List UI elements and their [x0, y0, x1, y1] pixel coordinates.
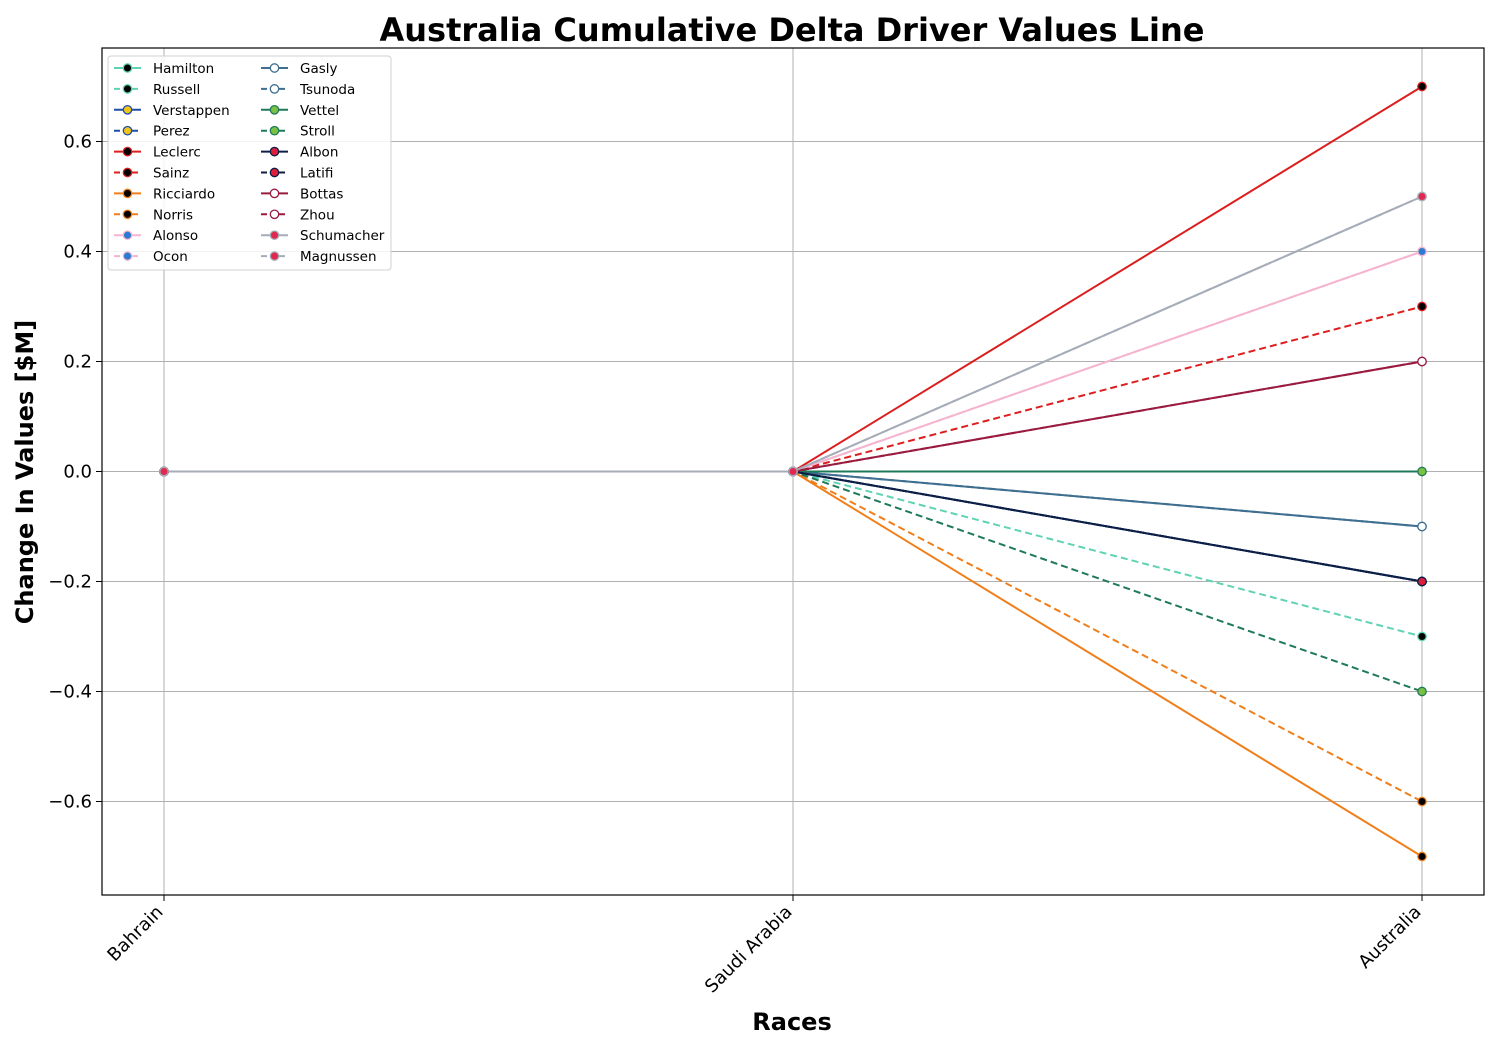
y-tick-label: −0.4: [48, 682, 92, 703]
data-point-vettel: [1417, 466, 1427, 477]
legend-label-russell: Russell: [153, 82, 200, 98]
legend-label-schumacher: Schumacher: [300, 228, 385, 244]
legend-label-ricciardo: Ricciardo: [153, 186, 215, 202]
data-point-tsunoda: [1417, 521, 1427, 532]
legend-marker-tsunoda: [269, 84, 280, 94]
legend-label-sainz: Sainz: [153, 166, 189, 182]
legend-label-ocon: Ocon: [153, 249, 188, 265]
y-tick-label: 0.6: [63, 132, 92, 153]
data-point-ricciardo: [1417, 851, 1427, 862]
x-tick-label: Bahrain: [103, 902, 167, 966]
data-point-magnussen: [159, 466, 169, 477]
legend-label-tsunoda: Tsunoda: [299, 82, 355, 98]
y-tick-label: 0.0: [63, 462, 92, 483]
legend-label-magnussen: Magnussen: [300, 249, 377, 265]
legend-marker-magnussen: [269, 251, 280, 261]
legend-marker-albon: [269, 146, 280, 157]
y-tick-label: 0.2: [63, 352, 92, 373]
x-tick-label: Australia: [1354, 902, 1425, 973]
legend-marker-latifi: [269, 167, 280, 178]
legend-marker-norris: [122, 209, 133, 220]
data-point-stroll: [1417, 686, 1427, 697]
legend-marker-schumacher: [269, 230, 280, 241]
legend: Hamilton Russell Verstappen Perez Leclerc Sai…: [107, 55, 392, 271]
legend-marker-vettel: [269, 104, 280, 115]
legend-label-alonso: Alonso: [153, 228, 198, 244]
y-tick-label: −0.2: [48, 572, 92, 593]
legend-label-vettel: Vettel: [300, 103, 339, 119]
legend-marker-gasly: [269, 63, 280, 73]
legend-marker-alonso: [122, 230, 133, 241]
x-axis-ticks: Bahrain Saudi Arabia Australia: [103, 895, 1426, 998]
legend-marker-leclerc: [122, 146, 133, 157]
data-point-latifi: [1417, 576, 1427, 587]
legend-label-latifi: Latifi: [300, 166, 333, 182]
series-markers: [159, 81, 1427, 862]
data-point-ocon: [1417, 246, 1427, 257]
legend-label-zhou: Zhou: [300, 207, 335, 223]
data-point-sainz: [1417, 301, 1427, 312]
x-axis-label: Races: [752, 1008, 831, 1036]
legend-label-norris: Norris: [153, 207, 193, 223]
legend-marker-sainz: [122, 167, 133, 178]
y-axis-ticks: −0.6 −0.4 −0.2 0.0 0.2 0.4 0.6: [48, 132, 102, 813]
legend-label-gasly: Gasly: [300, 61, 338, 77]
legend-marker-ocon: [122, 251, 133, 261]
data-point-leclerc: [1417, 81, 1427, 92]
legend-marker-verstappen: [122, 104, 133, 115]
legend-marker-ricciardo: [122, 188, 133, 199]
legend-label-hamilton: Hamilton: [153, 61, 214, 77]
data-point-zhou: [1417, 356, 1427, 367]
y-tick-label: −0.6: [48, 792, 92, 813]
legend-marker-perez: [122, 125, 133, 136]
legend-label-verstappen: Verstappen: [153, 103, 230, 119]
legend-marker-bottas: [269, 188, 280, 199]
legend-label-stroll: Stroll: [300, 124, 335, 140]
y-axis-label: Change In Values [$M]: [11, 320, 39, 624]
legend-label-bottas: Bottas: [300, 186, 343, 202]
data-point-russell: [1417, 631, 1427, 642]
legend-marker-hamilton: [122, 63, 133, 73]
x-tick-label: Saudi Arabia: [701, 902, 797, 998]
legend-marker-stroll: [269, 125, 280, 136]
data-point-magnussen: [788, 466, 798, 477]
chart-title: Australia Cumulative Delta Driver Values…: [379, 11, 1204, 49]
legend-marker-zhou: [269, 209, 280, 220]
legend-marker-russell: [122, 84, 133, 94]
legend-label-perez: Perez: [153, 124, 190, 140]
data-point-norris: [1417, 796, 1427, 807]
legend-label-leclerc: Leclerc: [153, 145, 201, 161]
data-point-magnussen: [1417, 191, 1427, 202]
legend-box: [107, 55, 392, 271]
legend-label-albon: Albon: [300, 145, 338, 161]
y-tick-label: 0.4: [63, 242, 92, 263]
